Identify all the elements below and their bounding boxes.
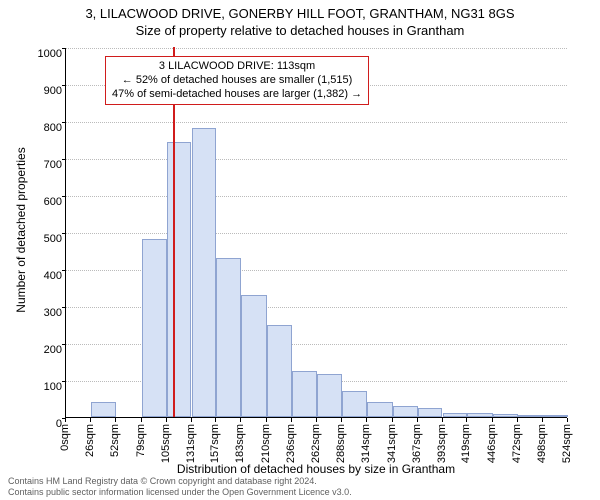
gridline: [66, 122, 567, 123]
x-tick-mark: [141, 418, 142, 422]
x-tick-mark: [291, 418, 292, 422]
histogram-bar: [518, 415, 543, 417]
annotation-box: 3 LILACWOOD DRIVE: 113sqm← 52% of detach…: [105, 56, 369, 105]
x-tick-mark: [65, 418, 66, 422]
x-tick-label: 393sqm: [436, 424, 448, 463]
x-tick-label: 367sqm: [411, 424, 423, 463]
histogram-bar: [292, 371, 317, 417]
histogram-bar: [241, 295, 267, 417]
x-tick-label: 314sqm: [360, 424, 372, 463]
x-tick-mark: [341, 418, 342, 422]
x-tick-mark: [240, 418, 241, 422]
histogram-bar: [543, 415, 568, 417]
x-tick-mark: [366, 418, 367, 422]
x-tick-label: 79sqm: [135, 424, 147, 457]
histogram-bar: [142, 239, 167, 417]
x-tick-label: 288sqm: [335, 424, 347, 463]
y-tick-mark: [62, 196, 66, 197]
footer-line-2: Contains public sector information licen…: [8, 487, 352, 498]
chart-title-block: 3, LILACWOOD DRIVE, GONERBY HILL FOOT, G…: [0, 0, 600, 38]
histogram-bar: [167, 142, 192, 417]
x-tick-mark: [442, 418, 443, 422]
gridline: [66, 233, 567, 234]
histogram-bar: [393, 406, 418, 417]
y-tick-mark: [62, 233, 66, 234]
x-tick-label: 52sqm: [109, 424, 121, 457]
x-tick-label: 105sqm: [160, 424, 172, 463]
x-tick-label: 236sqm: [285, 424, 297, 463]
x-tick-label: 262sqm: [310, 424, 322, 463]
x-tick-mark: [266, 418, 267, 422]
x-tick-mark: [191, 418, 192, 422]
footer-attribution: Contains HM Land Registry data © Crown c…: [8, 476, 352, 498]
annotation-line: ← 52% of detached houses are smaller (1,…: [112, 74, 362, 88]
x-tick-mark: [115, 418, 116, 422]
y-tick-mark: [62, 270, 66, 271]
x-tick-label: 524sqm: [561, 424, 573, 463]
x-tick-label: 498sqm: [536, 424, 548, 463]
x-tick-mark: [567, 418, 568, 422]
title-sub: Size of property relative to detached ho…: [0, 23, 600, 38]
x-tick-label: 210sqm: [260, 424, 272, 463]
x-axis-label: Distribution of detached houses by size …: [65, 462, 567, 476]
y-tick-mark: [62, 48, 66, 49]
histogram-bar: [367, 402, 393, 417]
histogram-bar: [467, 413, 493, 417]
x-tick-mark: [542, 418, 543, 422]
title-main: 3, LILACWOOD DRIVE, GONERBY HILL FOOT, G…: [0, 6, 600, 21]
gridline: [66, 48, 567, 49]
annotation-line: 47% of semi-detached houses are larger (…: [112, 88, 362, 102]
histogram-bar: [342, 391, 367, 417]
histogram-bar: [493, 414, 518, 417]
x-tick-mark: [215, 418, 216, 422]
x-tick-label: 341sqm: [386, 424, 398, 463]
y-tick-mark: [62, 159, 66, 160]
x-tick-mark: [466, 418, 467, 422]
annotation-line: 3 LILACWOOD DRIVE: 113sqm: [112, 60, 362, 74]
x-tick-label: 26sqm: [84, 424, 96, 457]
x-tick-label: 446sqm: [486, 424, 498, 463]
x-tick-mark: [517, 418, 518, 422]
x-tick-mark: [90, 418, 91, 422]
gridline: [66, 159, 567, 160]
x-tick-mark: [316, 418, 317, 422]
y-tick-mark: [62, 122, 66, 123]
y-tick-mark: [62, 85, 66, 86]
histogram-bar: [91, 402, 116, 417]
x-tick-mark: [392, 418, 393, 422]
x-tick-label: 183sqm: [234, 424, 246, 463]
histogram-bar: [418, 408, 443, 417]
y-axis-label: Number of detached properties: [14, 147, 28, 312]
chart-stage: 01002003004005006007008009001000 3 LILAC…: [65, 48, 567, 418]
gridline: [66, 196, 567, 197]
histogram-bar: [192, 128, 217, 417]
histogram-bar: [267, 325, 292, 418]
x-tick-label: 0sqm: [59, 424, 71, 451]
x-tick-label: 157sqm: [209, 424, 221, 463]
histogram-bar: [216, 258, 241, 417]
x-tick-mark: [417, 418, 418, 422]
histogram-bar: [317, 374, 342, 417]
x-tick-mark: [166, 418, 167, 422]
x-tick-label: 472sqm: [511, 424, 523, 463]
histogram-bar: [443, 413, 468, 417]
x-tick-label: 419sqm: [460, 424, 472, 463]
y-tick-mark: [62, 381, 66, 382]
footer-line-1: Contains HM Land Registry data © Crown c…: [8, 476, 352, 487]
x-tick-mark: [492, 418, 493, 422]
x-tick-label: 131sqm: [185, 424, 197, 463]
y-tick-mark: [62, 344, 66, 345]
y-tick-mark: [62, 307, 66, 308]
